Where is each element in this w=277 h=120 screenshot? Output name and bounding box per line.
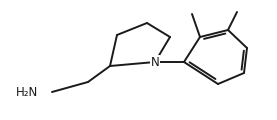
Text: N: N bbox=[151, 55, 159, 69]
Text: H₂N: H₂N bbox=[16, 85, 38, 99]
